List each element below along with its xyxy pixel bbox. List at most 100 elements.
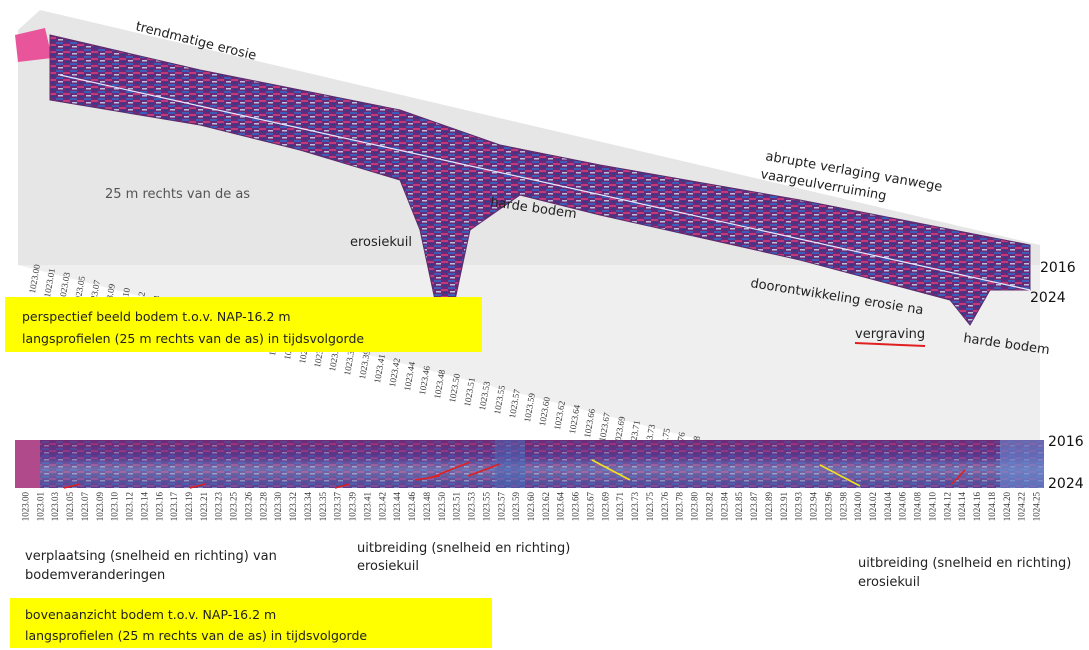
station-label: 1024.06: [898, 492, 908, 522]
station-label: 1023.53: [477, 380, 492, 411]
station-label: 1023.41: [362, 492, 372, 521]
station-label: 1023.78: [675, 492, 685, 522]
station-label: 1023.39: [357, 349, 372, 380]
station-label: 1024.12: [942, 492, 952, 521]
station-label: 1023.57: [496, 492, 506, 522]
caption: langsprofielen (25 m rechts van de as) i…: [22, 331, 364, 346]
station-label: 1023.28: [258, 492, 268, 522]
station-label: 1023.59: [511, 492, 521, 522]
station-label: 1023.69: [600, 492, 610, 522]
strip-texture: [40, 440, 1044, 488]
floor-plane: [18, 265, 1040, 455]
station-label: 1023.01: [35, 492, 45, 521]
annotation: uitbreiding (snelheid en richting): [858, 556, 1071, 571]
station-label: 1023.67: [597, 411, 612, 442]
station-label: 1023.48: [422, 492, 432, 522]
stations: 1023.00 1023.01 1023.03 1023.05 1023.07 1023.…: [20, 492, 1041, 522]
station-label: 1023.16: [154, 492, 164, 522]
station-label: 1023.21: [199, 492, 209, 521]
station-label: 1023.10: [110, 492, 120, 522]
station-label: 1023.48: [432, 368, 447, 399]
caption: bovenaanzicht bodem t.o.v. NAP-16.2 m: [25, 607, 276, 622]
station-label: 1023.59: [522, 392, 537, 423]
station-label: 1023.46: [407, 492, 417, 522]
station-label: 1024.22: [1017, 492, 1027, 521]
station-label: 1024.00: [853, 492, 863, 522]
station-label: 1024.08: [913, 492, 923, 522]
station-label: 1023.60: [537, 396, 552, 427]
year-label: 2016: [1048, 434, 1084, 450]
station-label: 1023.91: [779, 492, 789, 521]
station-label: 1024.04: [883, 492, 893, 522]
station-label: 1024.02: [868, 492, 878, 521]
station-label: 1023.44: [392, 492, 402, 522]
station-label: 1023.14: [139, 492, 149, 522]
station-label: 1024.10: [927, 492, 937, 522]
station-label: 1023.71: [615, 492, 625, 521]
annotation: erosiekuil: [350, 235, 412, 250]
annotation: vergraving: [855, 327, 925, 342]
hard-bottom: [1000, 440, 1044, 488]
station-label: 1023.05: [65, 492, 75, 522]
station-label: 1023.66: [571, 492, 581, 522]
station-label: 1024.20: [1002, 492, 1012, 522]
station-label: 1023.62: [552, 400, 567, 431]
station-label: 1023.60: [526, 492, 536, 522]
annotation: erosiekuil: [858, 575, 920, 590]
station-label: 1023.17: [169, 492, 179, 522]
station-label: 1023.30: [273, 492, 283, 522]
station-label: 1023.39: [348, 492, 358, 522]
station-label: 1023.42: [377, 492, 387, 521]
station-label: 1023.89: [764, 492, 774, 522]
station-label: 1023.75: [645, 492, 655, 522]
station-label: 1023.50: [437, 492, 447, 522]
station-label: 1023.23: [214, 492, 224, 522]
year-label: 2024: [1048, 476, 1084, 492]
year-label: 2024: [1030, 290, 1066, 306]
station-label: 1023.84: [719, 492, 729, 522]
annotation: uitbreiding (snelheid en richting): [357, 541, 570, 556]
station-label: 1024.18: [987, 492, 997, 522]
station-label: 1023.03: [50, 492, 60, 522]
station-label: 1023.87: [749, 492, 759, 522]
station-label: 1023.67: [585, 492, 595, 522]
side-label: 25 m rechts van de as: [105, 187, 250, 202]
station-label: 1023.51: [452, 492, 462, 521]
station-label: 1024.16: [972, 492, 982, 522]
annotation: erosiekuil: [357, 559, 419, 574]
station-label: 1023.93: [794, 492, 804, 522]
station-label: 1023.96: [823, 492, 833, 522]
caption: perspectief beeld bodem t.o.v. NAP-16.2 …: [22, 309, 291, 324]
station-label: 1024.14: [957, 492, 967, 522]
station-label: 1023.62: [541, 492, 551, 521]
station-label: 1023.76: [660, 492, 670, 522]
figure: 1023.00 1023.01 1023.03 1023.05 1023.07 1023.…: [0, 0, 1089, 650]
station-label: 1023.44: [402, 361, 417, 392]
station-label: 1023.37: [333, 492, 343, 522]
station-label: 1023.25: [229, 492, 239, 522]
station-label: 1023.19: [184, 492, 194, 522]
station-label: 1023.07: [80, 492, 90, 522]
annotation: bodemveranderingen: [25, 568, 165, 583]
station-label: 1023.53: [467, 492, 477, 522]
station-label: 1023.34: [303, 492, 313, 522]
station-label: 1023.64: [556, 492, 566, 522]
station-label: 1023.57: [507, 388, 522, 419]
station-label: 1023.09: [95, 492, 105, 522]
station-label: 1023.55: [492, 384, 507, 415]
station-label: 1023.41: [372, 353, 387, 384]
station-label: 1023.98: [838, 492, 848, 522]
station-label: 1023.82: [704, 492, 714, 521]
station-label: 1023.01: [42, 268, 57, 299]
station-label: 1023.66: [582, 407, 597, 438]
station-label: 1023.50: [447, 372, 462, 403]
station-label: 1023.42: [387, 357, 402, 388]
station-label: 1023.46: [417, 365, 432, 396]
station-label: 1023.12: [125, 492, 135, 521]
year-label: 2016: [1040, 260, 1076, 276]
station-label: 1023.00: [20, 492, 30, 522]
station-label: 1023.51: [462, 377, 477, 408]
station-label: 1023.64: [567, 404, 582, 435]
station-label: 1023.55: [481, 492, 491, 522]
annotation: verplaatsing (snelheid en richting) van: [25, 549, 277, 564]
